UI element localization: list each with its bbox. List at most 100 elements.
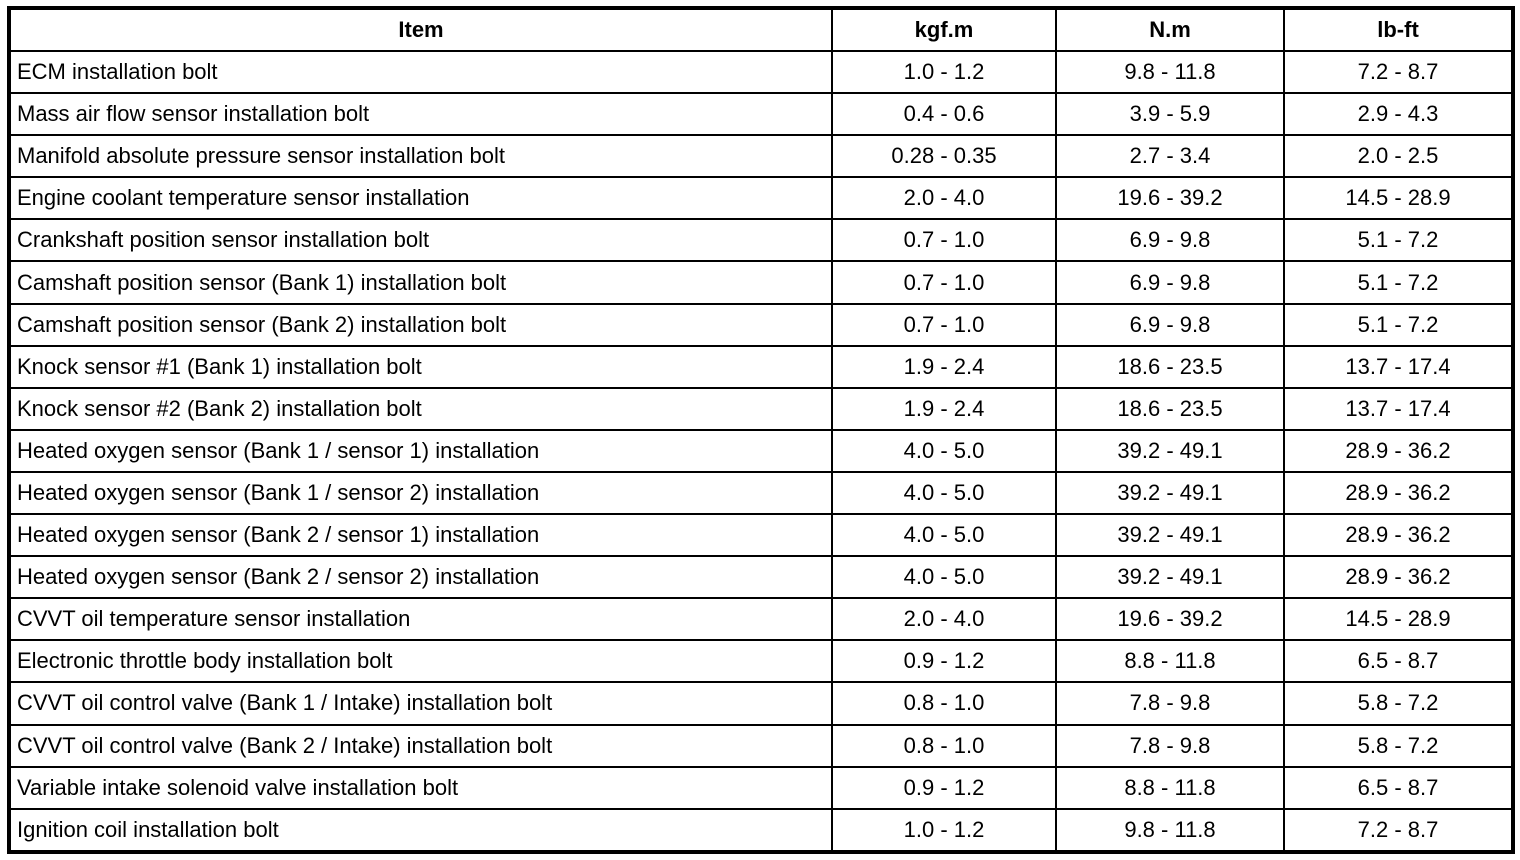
- nm-cell: 6.9 - 9.8: [1055, 302, 1285, 347]
- nm-cell: 39.2 - 49.1: [1055, 470, 1285, 516]
- item-cell: Electronic throttle body installation bo…: [8, 639, 833, 684]
- table-row: Heated oxygen sensor (Bank 1 / sensor 1)…: [8, 428, 1514, 473]
- lbft-cell: 28.9 - 36.2: [1283, 428, 1514, 473]
- item-cell: CVVT oil temperature sensor installation: [8, 597, 833, 642]
- nm-cell: 18.6 - 23.5: [1055, 386, 1285, 431]
- table-body: ECM installation bolt 1.0 - 1.2 9.8 - 11.8…: [8, 49, 1514, 854]
- table-row: Variable intake solenoid valve installat…: [8, 765, 1514, 810]
- table-row: Heated oxygen sensor (Bank 2 / sensor 1)…: [8, 513, 1514, 558]
- nm-cell: 2.7 - 3.4: [1055, 134, 1285, 179]
- column-header-lbft: lb-ft: [1283, 7, 1514, 52]
- item-cell: Heated oxygen sensor (Bank 1 / sensor 2)…: [8, 470, 833, 516]
- nm-cell: 18.6 - 23.5: [1055, 344, 1285, 389]
- table-row: Heated oxygen sensor (Bank 2 / sensor 2)…: [8, 555, 1514, 600]
- table-row: CVVT oil control valve (Bank 1 / Intake)…: [8, 681, 1514, 726]
- lbft-cell: 5.1 - 7.2: [1283, 260, 1514, 305]
- item-cell: Variable intake solenoid valve installat…: [8, 765, 833, 810]
- lbft-cell: 7.2 - 8.7: [1283, 807, 1514, 854]
- lbft-cell: 13.7 - 17.4: [1283, 344, 1514, 389]
- item-cell: Camshaft position sensor (Bank 1) instal…: [8, 260, 833, 305]
- nm-cell: 39.2 - 49.1: [1055, 513, 1285, 558]
- nm-cell: 9.8 - 11.8: [1055, 49, 1285, 95]
- nm-cell: 39.2 - 49.1: [1055, 428, 1285, 473]
- kgfm-cell: 4.0 - 5.0: [831, 470, 1057, 516]
- kgfm-cell: 4.0 - 5.0: [831, 513, 1057, 558]
- kgfm-cell: 0.8 - 1.0: [831, 681, 1057, 726]
- table-row: Heated oxygen sensor (Bank 1 / sensor 2)…: [8, 470, 1514, 516]
- table-row: Ignition coil installation bolt 1.0 - 1.2…: [8, 807, 1514, 854]
- lbft-cell: 5.1 - 7.2: [1283, 218, 1514, 263]
- kgfm-cell: 0.4 - 0.6: [831, 92, 1057, 137]
- nm-cell: 19.6 - 39.2: [1055, 176, 1285, 221]
- kgfm-cell: 4.0 - 5.0: [831, 428, 1057, 473]
- item-cell: ECM installation bolt: [8, 49, 833, 95]
- lbft-cell: 2.0 - 2.5: [1283, 134, 1514, 179]
- nm-cell: 6.9 - 9.8: [1055, 260, 1285, 305]
- lbft-cell: 28.9 - 36.2: [1283, 555, 1514, 600]
- item-cell: Engine coolant temperature sensor instal…: [8, 176, 833, 221]
- kgfm-cell: 4.0 - 5.0: [831, 555, 1057, 600]
- item-cell: CVVT oil control valve (Bank 2 / Intake)…: [8, 723, 833, 768]
- item-cell: Knock sensor #2 (Bank 2) installation bo…: [8, 386, 833, 431]
- table-row: CVVT oil temperature sensor installation…: [8, 597, 1514, 642]
- kgfm-cell: 1.0 - 1.2: [831, 807, 1057, 854]
- item-cell: Manifold absolute pressure sensor instal…: [8, 134, 833, 179]
- table-header-row: Item kgf.m N.m lb-ft: [8, 7, 1514, 52]
- item-cell: Camshaft position sensor (Bank 2) instal…: [8, 302, 833, 347]
- item-cell: Mass air flow sensor installation bolt: [8, 92, 833, 137]
- kgfm-cell: 0.9 - 1.2: [831, 765, 1057, 810]
- table-row: Engine coolant temperature sensor instal…: [8, 176, 1514, 221]
- kgfm-cell: 1.9 - 2.4: [831, 344, 1057, 389]
- item-cell: CVVT oil control valve (Bank 1 / Intake)…: [8, 681, 833, 726]
- kgfm-cell: 0.28 - 0.35: [831, 134, 1057, 179]
- lbft-cell: 14.5 - 28.9: [1283, 176, 1514, 221]
- nm-cell: 8.8 - 11.8: [1055, 765, 1285, 810]
- table-row: Crankshaft position sensor installation …: [8, 218, 1514, 263]
- item-cell: Ignition coil installation bolt: [8, 807, 833, 854]
- nm-cell: 19.6 - 39.2: [1055, 597, 1285, 642]
- table-row: CVVT oil control valve (Bank 2 / Intake)…: [8, 723, 1514, 768]
- table-row: Knock sensor #2 (Bank 2) installation bo…: [8, 386, 1514, 431]
- table-row: Mass air flow sensor installation bolt 0.…: [8, 92, 1514, 137]
- lbft-cell: 28.9 - 36.2: [1283, 470, 1514, 516]
- lbft-cell: 5.8 - 7.2: [1283, 681, 1514, 726]
- column-header-item: Item: [8, 7, 833, 52]
- kgfm-cell: 0.9 - 1.2: [831, 639, 1057, 684]
- lbft-cell: 6.5 - 8.7: [1283, 639, 1514, 684]
- lbft-cell: 13.7 - 17.4: [1283, 386, 1514, 431]
- kgfm-cell: 0.8 - 1.0: [831, 723, 1057, 768]
- nm-cell: 8.8 - 11.8: [1055, 639, 1285, 684]
- nm-cell: 39.2 - 49.1: [1055, 555, 1285, 600]
- table-row: Manifold absolute pressure sensor instal…: [8, 134, 1514, 179]
- lbft-cell: 6.5 - 8.7: [1283, 765, 1514, 810]
- torque-spec-table: Item kgf.m N.m lb-ft ECM installation bo…: [7, 6, 1515, 854]
- kgfm-cell: 0.7 - 1.0: [831, 260, 1057, 305]
- kgfm-cell: 0.7 - 1.0: [831, 218, 1057, 263]
- nm-cell: 7.8 - 9.8: [1055, 723, 1285, 768]
- lbft-cell: 5.1 - 7.2: [1283, 302, 1514, 347]
- table-row: Camshaft position sensor (Bank 2) instal…: [8, 302, 1514, 347]
- column-header-kgfm: kgf.m: [831, 7, 1057, 52]
- kgfm-cell: 2.0 - 4.0: [831, 597, 1057, 642]
- item-cell: Heated oxygen sensor (Bank 2 / sensor 2)…: [8, 555, 833, 600]
- lbft-cell: 5.8 - 7.2: [1283, 723, 1514, 768]
- nm-cell: 6.9 - 9.8: [1055, 218, 1285, 263]
- item-cell: Heated oxygen sensor (Bank 1 / sensor 1)…: [8, 428, 833, 473]
- lbft-cell: 14.5 - 28.9: [1283, 597, 1514, 642]
- lbft-cell: 2.9 - 4.3: [1283, 92, 1514, 137]
- table-row: Electronic throttle body installation bo…: [8, 639, 1514, 684]
- table-row: Knock sensor #1 (Bank 1) installation bo…: [8, 344, 1514, 389]
- item-cell: Knock sensor #1 (Bank 1) installation bo…: [8, 344, 833, 389]
- nm-cell: 7.8 - 9.8: [1055, 681, 1285, 726]
- kgfm-cell: 2.0 - 4.0: [831, 176, 1057, 221]
- table-row: Camshaft position sensor (Bank 1) instal…: [8, 260, 1514, 305]
- column-header-nm: N.m: [1055, 7, 1285, 52]
- nm-cell: 3.9 - 5.9: [1055, 92, 1285, 137]
- item-cell: Crankshaft position sensor installation …: [8, 218, 833, 263]
- kgfm-cell: 1.9 - 2.4: [831, 386, 1057, 431]
- lbft-cell: 28.9 - 36.2: [1283, 513, 1514, 558]
- kgfm-cell: 1.0 - 1.2: [831, 49, 1057, 95]
- table-row: ECM installation bolt 1.0 - 1.2 9.8 - 11.8…: [8, 49, 1514, 95]
- item-cell: Heated oxygen sensor (Bank 2 / sensor 1)…: [8, 513, 833, 558]
